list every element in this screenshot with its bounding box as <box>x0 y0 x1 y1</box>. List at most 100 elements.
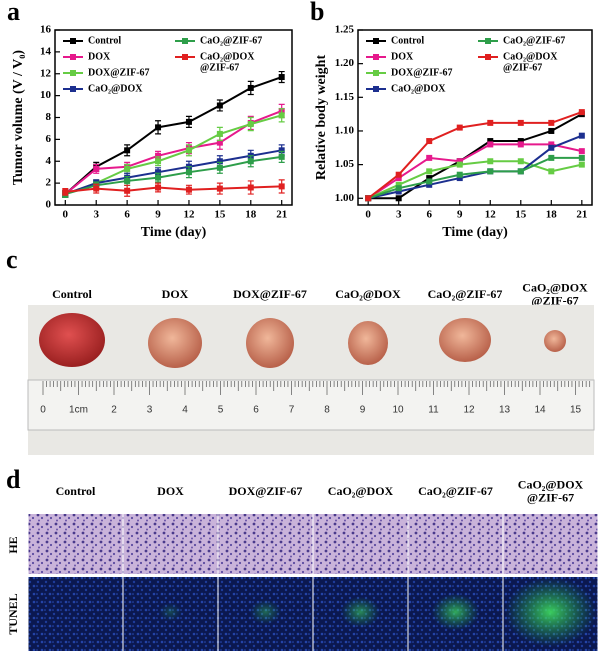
data-point <box>155 152 162 159</box>
x-tick-label: 18 <box>546 209 558 221</box>
data-point <box>517 119 524 126</box>
ruler-label: 3 <box>147 405 153 416</box>
y-tick-label: 16 <box>40 24 52 36</box>
ruler-label: 11 <box>428 405 439 416</box>
legend-label: CaO₂@ZIF-67 <box>503 35 565 46</box>
data-point <box>548 141 555 148</box>
data-point <box>548 119 555 126</box>
data-point <box>395 181 402 188</box>
data-point <box>247 121 254 128</box>
legend-label: CaO₂@ZIF-67 <box>200 35 262 46</box>
data-point <box>548 127 555 134</box>
y-axis-label: Tumor volume (V / V₀) <box>11 50 26 185</box>
ruler-label: 14 <box>534 405 546 416</box>
data-point <box>247 184 254 191</box>
data-point <box>216 130 223 137</box>
data-point <box>578 109 585 116</box>
y-tick-label: 1.25 <box>335 24 355 36</box>
panel-label: b <box>310 0 324 26</box>
data-point <box>216 158 223 165</box>
x-tick-label: 0 <box>365 209 371 221</box>
ruler-label: 1cm <box>69 405 88 416</box>
data-point <box>93 185 100 192</box>
photo-label: CaO₂@ZIF-67 <box>428 287 503 301</box>
data-point <box>395 188 402 195</box>
data-point <box>487 138 494 145</box>
x-tick-label: 6 <box>426 209 432 221</box>
data-point <box>487 158 494 165</box>
tumors <box>39 313 566 368</box>
x-tick-label: 21 <box>576 209 587 221</box>
photo-label: Control <box>52 287 92 301</box>
panel-label: c <box>6 245 18 274</box>
data-point <box>578 132 585 139</box>
data-point <box>548 154 555 161</box>
y-tick-label: 1.15 <box>335 91 355 103</box>
data-point <box>517 141 524 148</box>
data-point <box>426 154 433 161</box>
data-point <box>548 144 555 151</box>
x-tick-label: 6 <box>124 209 130 221</box>
series-line <box>64 76 283 195</box>
ruler-label: 8 <box>324 405 330 416</box>
data-point <box>395 171 402 178</box>
y-tick-label: 8 <box>46 111 52 123</box>
data-point <box>93 165 100 172</box>
y-tick-label: 2 <box>46 177 52 189</box>
x-tick-label: 15 <box>515 209 527 221</box>
data-point <box>278 153 285 160</box>
data-point <box>155 124 162 131</box>
legend-marker <box>485 54 491 60</box>
data-point <box>517 158 524 165</box>
y-tick-label: 1.05 <box>335 158 355 170</box>
he-image <box>218 514 313 574</box>
data-point <box>578 161 585 168</box>
he-image <box>123 514 218 574</box>
image-label: DOX@ZIF-67 <box>229 484 303 498</box>
data-point <box>487 168 494 175</box>
micrographs <box>28 514 598 651</box>
data-point <box>456 171 463 178</box>
y-tick-label: 1.20 <box>335 57 355 69</box>
legend-label: DOX <box>88 51 111 62</box>
legend-label: CaO₂@DOX <box>391 83 446 94</box>
series-line <box>64 149 282 196</box>
data-point <box>124 187 131 194</box>
legend-marker <box>485 38 491 44</box>
legend-label: Control <box>391 35 424 46</box>
data-point <box>216 102 223 109</box>
data-point <box>426 178 433 185</box>
data-point <box>548 168 555 175</box>
data-point <box>426 181 433 188</box>
tunel-signal <box>158 602 183 622</box>
photo-labels: Control DOX DOX@ZIF-67 CaO₂@DOX CaO₂@ZIF-67 C… <box>52 280 588 307</box>
data-point <box>578 148 585 155</box>
data-point <box>185 186 192 193</box>
ruler-label: 5 <box>218 405 224 416</box>
x-tick-label: 12 <box>485 209 497 221</box>
series-line <box>65 185 282 193</box>
x-tick-label: 3 <box>93 209 99 221</box>
x-tick-label: 21 <box>276 209 287 221</box>
data-point <box>247 158 254 165</box>
legend-marker <box>70 38 76 44</box>
y-tick-label: 4 <box>46 155 52 167</box>
y-axis-label: Relative body weight <box>314 55 329 181</box>
data-point <box>487 119 494 126</box>
ruler-label: 9 <box>360 405 366 416</box>
ruler-label: 10 <box>392 405 404 416</box>
data-point <box>456 161 463 168</box>
legend-marker <box>373 38 379 44</box>
row-label: TUNEL <box>6 593 20 634</box>
ruler-label: 4 <box>182 405 188 416</box>
image-label: DOX <box>157 484 184 498</box>
series-line <box>367 143 583 200</box>
data-point <box>278 183 285 190</box>
image-label: CaO₂@DOX <box>328 484 394 498</box>
photo-label: DOX <box>162 287 189 301</box>
legend-label: CaO₂@DOX @ZIF-67 <box>503 52 558 74</box>
tunel-signal <box>504 577 597 647</box>
row-label: HE <box>6 536 20 553</box>
he-image <box>313 514 408 574</box>
series-line <box>367 160 583 200</box>
